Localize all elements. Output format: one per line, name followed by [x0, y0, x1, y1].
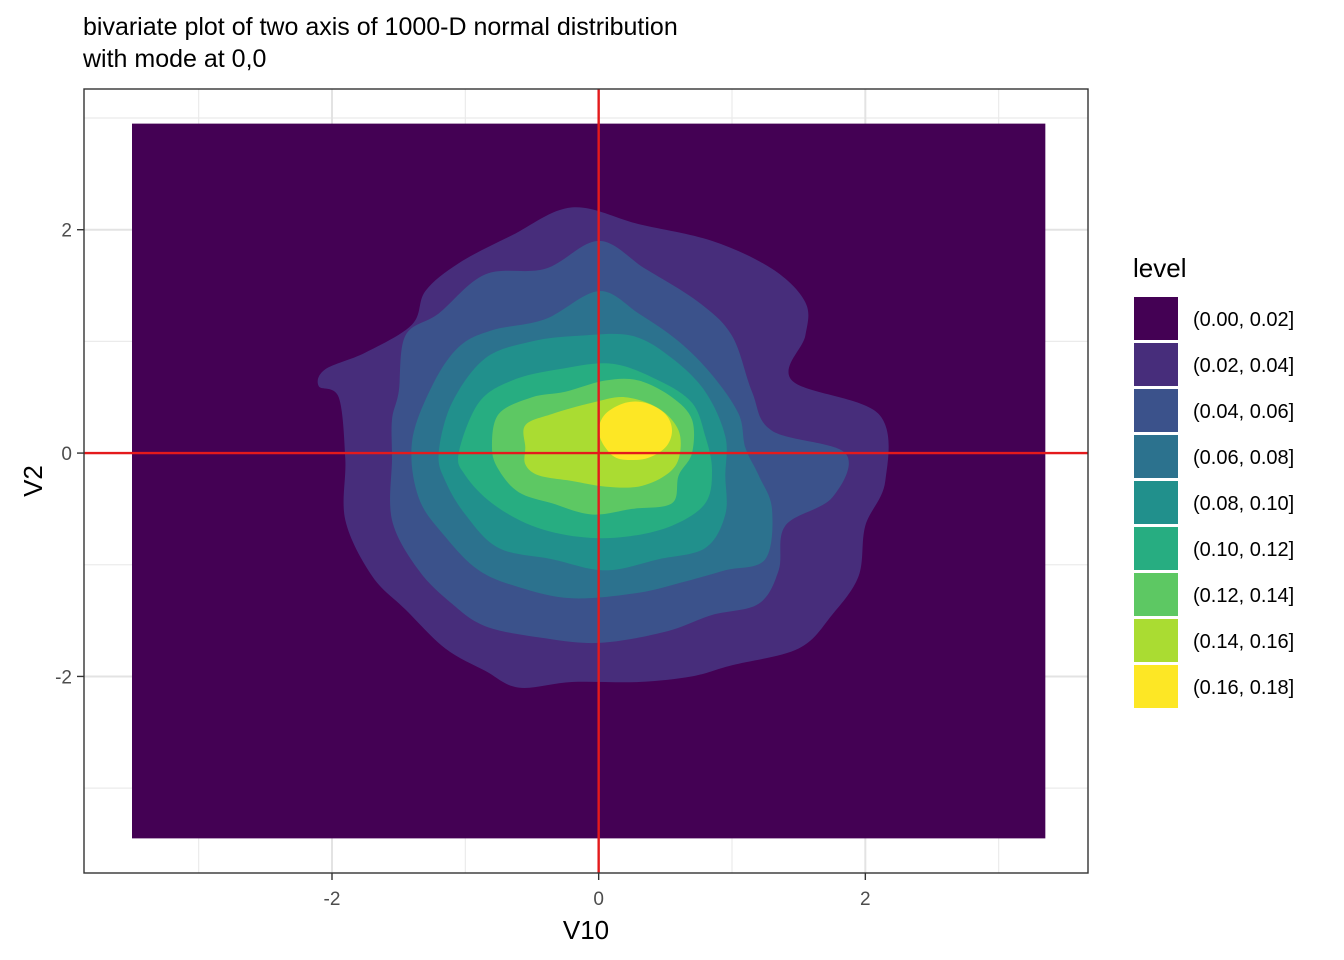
- y-tick-label: 2: [61, 221, 72, 242]
- legend-key-label: (0.02, 0.04]: [1193, 355, 1294, 377]
- reference-lines: [84, 89, 1088, 873]
- legend-key-swatch: [1134, 389, 1178, 432]
- legend-title: level: [1133, 253, 1186, 283]
- chart-title-line-1: bivariate plot of two axis of 1000-D nor…: [83, 13, 678, 41]
- legend-key-label: (0.04, 0.06]: [1193, 401, 1294, 423]
- legend-key-swatch: [1134, 435, 1178, 478]
- legend-key-swatch: [1134, 343, 1178, 386]
- chart-title-line-2: with mode at 0,0: [82, 45, 266, 73]
- legend-key-label: (0.16, 0.18]: [1193, 677, 1294, 699]
- legend-key-swatch: [1134, 619, 1178, 662]
- legend-key-swatch: [1134, 527, 1178, 570]
- y-axis-label: V2: [18, 465, 48, 497]
- legend-key-swatch: [1134, 573, 1178, 616]
- legend-key-label: (0.00, 0.02]: [1193, 309, 1294, 331]
- legend: (0.00, 0.02] (0.02, 0.04] (0.04, 0.06] (0.0…: [1134, 297, 1294, 708]
- density-region: [132, 123, 1046, 839]
- legend-key-label: (0.14, 0.16]: [1193, 631, 1294, 653]
- x-tick-label: 0: [593, 889, 604, 910]
- x-axis-label: V10: [563, 915, 609, 945]
- legend-key-swatch: [1134, 297, 1178, 340]
- legend-key-label: (0.10, 0.12]: [1193, 539, 1294, 561]
- density-contour-band: [598, 401, 672, 461]
- y-tick-label: 0: [61, 444, 72, 465]
- x-tick-label: -2: [324, 889, 341, 910]
- legend-key-swatch: [1134, 481, 1178, 524]
- legend-key-label: (0.12, 0.14]: [1193, 585, 1294, 607]
- legend-key-swatch: [1134, 665, 1178, 708]
- y-tick-label: -2: [55, 667, 72, 688]
- legend-key-label: (0.08, 0.10]: [1193, 493, 1294, 515]
- axes: -2 0 2 -2 0 2: [55, 221, 871, 910]
- x-tick-label: 2: [860, 889, 871, 910]
- plot-panel-border: [83, 88, 1089, 874]
- legend-key-label: (0.06, 0.08]: [1193, 447, 1294, 469]
